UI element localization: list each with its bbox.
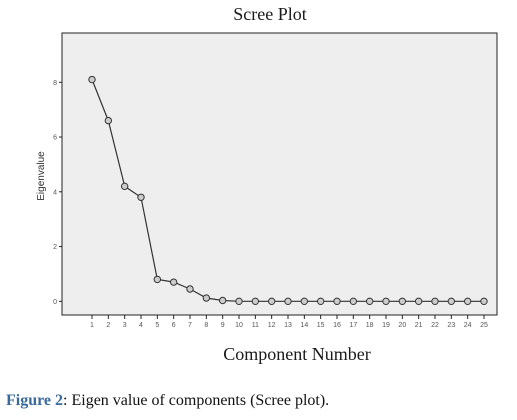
y-tick-label: 2 xyxy=(53,244,57,251)
x-tick-label: 11 xyxy=(252,322,259,329)
data-point xyxy=(104,116,113,125)
x-tick-label: 1 xyxy=(90,322,94,329)
x-tick-label: 25 xyxy=(480,322,488,329)
data-point xyxy=(300,297,309,306)
data-point xyxy=(218,296,227,305)
data-point xyxy=(120,182,129,191)
data-point xyxy=(316,297,325,306)
x-tick-label: 17 xyxy=(349,322,357,329)
y-tick-label: 4 xyxy=(53,189,57,196)
x-tick-label: 18 xyxy=(366,322,374,329)
y-tick-label: 0 xyxy=(53,299,57,306)
data-point xyxy=(480,297,488,306)
x-tick-label: 15 xyxy=(317,322,325,329)
data-point xyxy=(88,75,96,84)
x-tick-label: 9 xyxy=(221,322,225,329)
x-tick-label: 4 xyxy=(139,322,143,329)
data-point xyxy=(153,275,162,284)
data-point xyxy=(267,297,276,306)
x-tick-label: 22 xyxy=(431,322,439,329)
y-tick-label: 6 xyxy=(53,135,57,142)
data-point xyxy=(333,297,341,306)
data-point xyxy=(447,297,456,306)
data-point xyxy=(235,297,243,306)
x-axis: 1 2 3 4 5 6 7 8 9 10 11 12 13 14 15 16 17 18 19 20 21 22 23 24 2… xyxy=(90,315,488,329)
y-axis: 0 2 4 6 8 xyxy=(53,80,62,306)
data-point xyxy=(382,297,390,306)
x-tick-label: 19 xyxy=(382,322,390,329)
x-tick-label: 21 xyxy=(415,322,423,329)
data-point xyxy=(251,297,260,306)
plot-area xyxy=(61,32,498,316)
data-point xyxy=(186,285,194,293)
caption-label: Figure 2 xyxy=(6,392,64,409)
data-point xyxy=(202,294,211,302)
x-axis-label: Component Number xyxy=(223,344,370,364)
data-point xyxy=(463,297,472,306)
x-tick-label: 2 xyxy=(106,322,110,329)
data-points xyxy=(88,75,488,306)
chart-title: Scree Plot xyxy=(233,4,307,24)
y-axis-label: Eigenvalue xyxy=(36,151,47,201)
data-point xyxy=(365,297,374,306)
data-point xyxy=(431,297,439,306)
data-point xyxy=(349,297,358,306)
x-tick-label: 6 xyxy=(172,322,176,329)
x-tick-label: 16 xyxy=(333,322,341,329)
y-tick-label: 8 xyxy=(53,80,57,87)
figure-caption: Figure 2: Eigen value of components (Scr… xyxy=(6,392,329,410)
x-tick-label: 13 xyxy=(284,322,292,329)
x-tick-label: 14 xyxy=(300,322,308,329)
x-tick-label: 24 xyxy=(464,322,472,329)
x-tick-label: 20 xyxy=(398,322,406,329)
x-tick-label: 7 xyxy=(188,322,192,329)
data-point xyxy=(137,193,145,201)
data-point xyxy=(398,297,407,306)
x-tick-label: 5 xyxy=(155,322,159,329)
x-tick-label: 12 xyxy=(268,322,276,329)
x-tick-label: 8 xyxy=(204,322,208,329)
data-point xyxy=(414,297,423,306)
x-tick-label: 10 xyxy=(235,322,243,329)
caption-text: : Eigen value of components (Scree plot)… xyxy=(63,392,330,409)
data-point xyxy=(284,297,292,306)
x-tick-label: 23 xyxy=(447,322,455,329)
data-point xyxy=(169,278,178,286)
x-tick-label: 3 xyxy=(123,322,127,329)
